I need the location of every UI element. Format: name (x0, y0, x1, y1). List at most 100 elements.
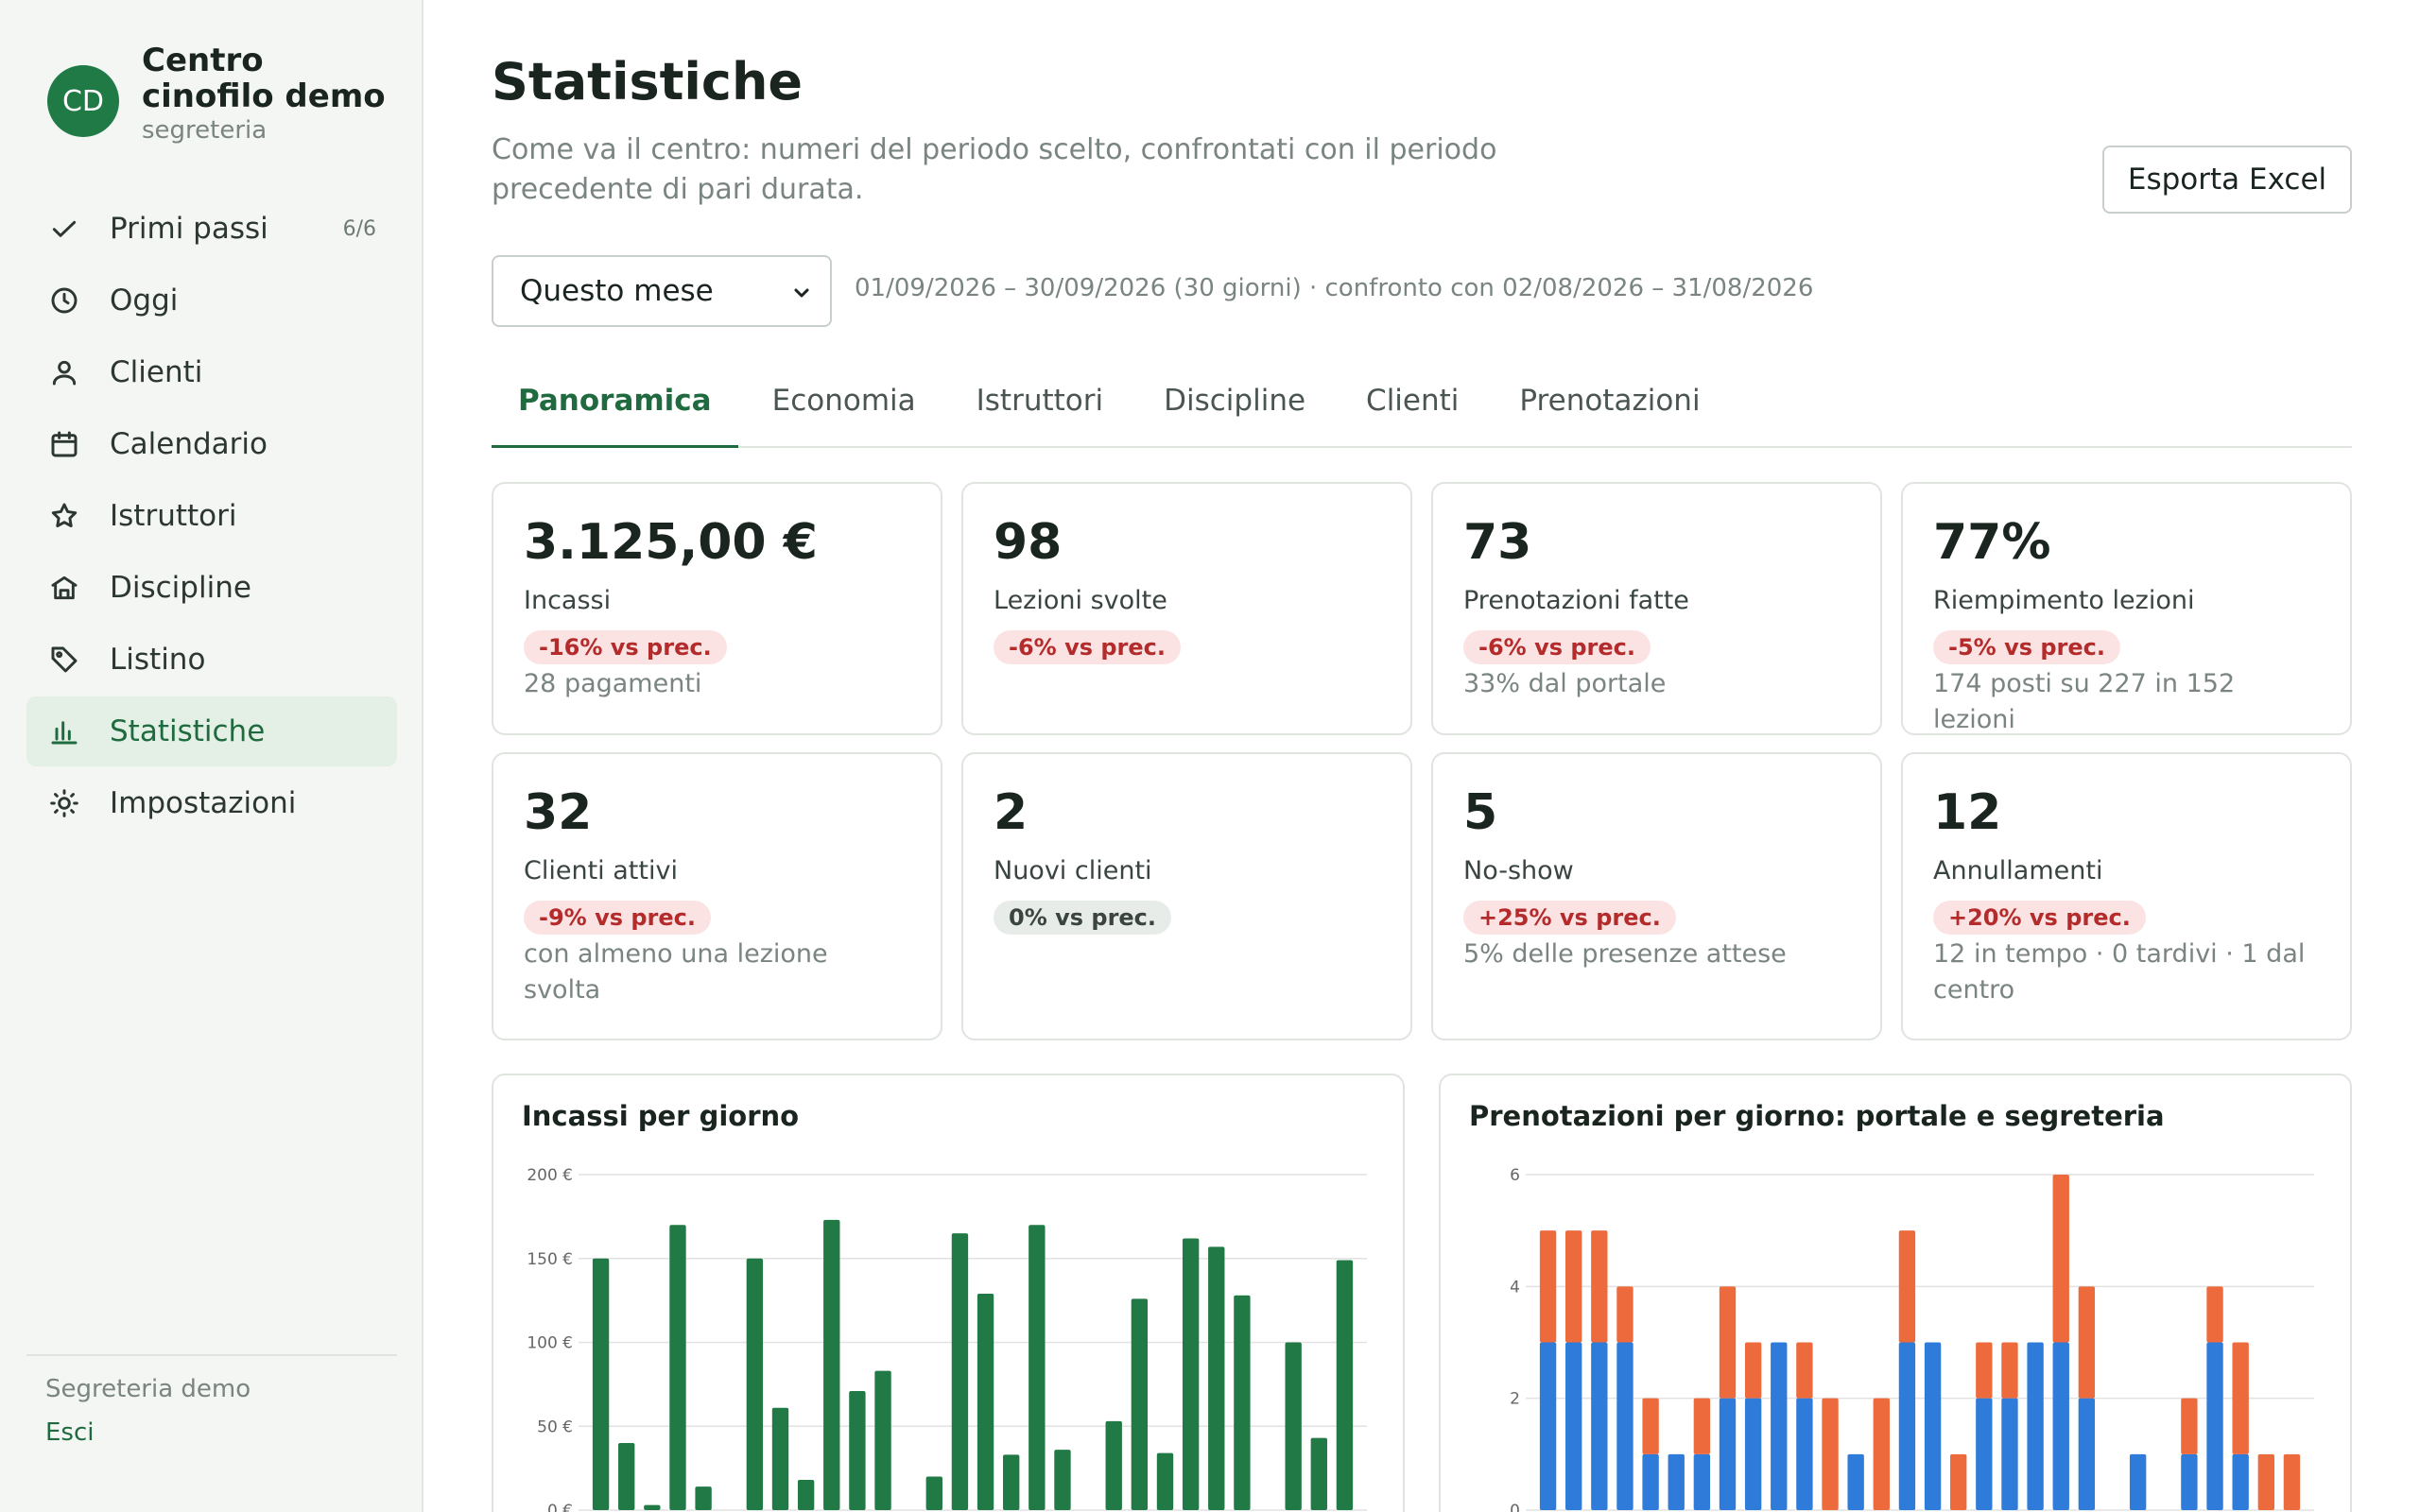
bar-segment (2001, 1342, 2018, 1399)
bar-segment (1591, 1342, 1608, 1510)
kpi-value: 77% (1933, 514, 2051, 571)
kpi-label: Riempimento lezioni (1933, 586, 2195, 615)
sidebar-item-label: Discipline (110, 571, 251, 605)
sidebar-item-listino[interactable]: Listino (26, 625, 397, 695)
sidebar-item-primi-passi[interactable]: Primi passi 6/6 (26, 194, 397, 264)
bar (1234, 1295, 1251, 1510)
avatar: CD (47, 65, 119, 137)
sidebar-item-label: Impostazioni (110, 786, 297, 820)
y-tick-label: 0 (1510, 1502, 1520, 1512)
tab-discipline[interactable]: Discipline (1164, 384, 1306, 418)
kpi-delta-badge: -5% vs prec. (1933, 630, 2120, 664)
bar-segment (2283, 1453, 2301, 1510)
kpi-card-prenotazioni: 73 Prenotazioni fatte -6% vs prec. 33% d… (1431, 482, 1882, 735)
kpi-value: 5 (1463, 784, 1498, 841)
bar (1131, 1298, 1149, 1510)
kpi-value: 98 (994, 514, 1063, 571)
tab-panoramica[interactable]: Panoramica (492, 370, 738, 448)
page-subtitle: Come va il centro: numeri del periodo sc… (492, 133, 1497, 206)
bar-segment (2257, 1453, 2274, 1510)
kpi-value: 12 (1933, 784, 2002, 841)
bar-segment (2232, 1453, 2249, 1510)
period-range: 01/09/2026 – 30/09/2026 (30 giorni) · co… (855, 274, 1814, 302)
sidebar-item-label: Oggi (110, 284, 179, 318)
bar-segment (1591, 1230, 1608, 1343)
kpi-card-nuovi-clienti: 2 Nuovi clienti 0% vs prec. (961, 752, 1412, 1040)
bar-segment (1616, 1342, 1634, 1510)
bar (618, 1443, 635, 1510)
bar (1208, 1246, 1225, 1510)
bar-segment (1796, 1342, 1813, 1399)
bar (695, 1486, 712, 1510)
sidebar-item-count: 6/6 (342, 216, 376, 241)
tag-icon (47, 643, 81, 677)
check-icon (47, 212, 81, 246)
bar-segment (2181, 1398, 2198, 1454)
bar-segment (2206, 1342, 2223, 1510)
bar (771, 1407, 789, 1510)
bar (797, 1480, 815, 1510)
sidebar-item-discipline[interactable]: Discipline (26, 553, 397, 623)
bar-segment (1642, 1453, 1659, 1510)
kpi-delta-badge: -16% vs prec. (524, 630, 727, 664)
kpi-value: 2 (994, 784, 1028, 841)
kpi-delta-badge: +20% vs prec. (1933, 901, 2146, 935)
bar-chart-icon (47, 714, 81, 748)
chart-title: Incassi per giorno (522, 1100, 800, 1132)
period-select-value: Questo mese (520, 274, 714, 308)
bar (1285, 1342, 1302, 1510)
bar (746, 1258, 764, 1510)
bar-segment (1539, 1342, 1557, 1510)
sidebar-item-label: Statistiche (110, 714, 266, 748)
chart-card-incassi: Incassi per giorno 0 € 50 € 100 € 150 € 200 … (492, 1074, 1405, 1512)
bar-segment (1976, 1398, 1993, 1510)
bar (925, 1476, 942, 1510)
sidebar-item-label: Calendario (110, 427, 268, 461)
sidebar-item-istruttori[interactable]: Istruttori (26, 481, 397, 551)
tab-clienti[interactable]: Clienti (1366, 384, 1460, 418)
org-name: Centro cinofilo demo (142, 42, 386, 115)
tab-prenotazioni[interactable]: Prenotazioni (1519, 384, 1701, 418)
kpi-card-incassi: 3.125,00 € Incassi -16% vs prec. 28 paga… (492, 482, 942, 735)
y-tick-label: 2 (1510, 1390, 1520, 1409)
kpi-value: 3.125,00 € (524, 514, 818, 571)
sidebar-item-impostazioni[interactable]: Impostazioni (26, 768, 397, 838)
kpi-label: Nuovi clienti (994, 856, 1152, 885)
bar-segment (1847, 1453, 1864, 1510)
logout-link[interactable]: Esci (45, 1418, 95, 1447)
bar (669, 1225, 686, 1510)
kpi-card-riempimento: 77% Riempimento lezioni -5% vs prec. 174… (1901, 482, 2352, 735)
chart-title: Prenotazioni per giorno: portale e segre… (1469, 1100, 2165, 1132)
kpi-card-lezioni: 98 Lezioni svolte -6% vs prec. (961, 482, 1412, 735)
bar-segment (1873, 1398, 1890, 1510)
tab-economia[interactable]: Economia (771, 384, 916, 418)
export-excel-button[interactable]: Esporta Excel (2102, 146, 2352, 214)
kpi-label: Lezioni svolte (994, 586, 1167, 615)
period-select[interactable]: Questo mese (492, 255, 832, 327)
bar (1336, 1260, 1354, 1510)
kpi-note: 33% dal portale (1463, 669, 1667, 698)
bar-segment (2232, 1342, 2249, 1454)
tabs: Panoramica Economia Istruttori Disciplin… (492, 370, 2352, 448)
bar-segment (1771, 1342, 1788, 1510)
sidebar-item-calendario[interactable]: Calendario (26, 409, 397, 479)
kpi-delta-badge: 0% vs prec. (994, 901, 1172, 935)
kpi-label: Clienti attivi (524, 856, 678, 885)
org-role: segreteria (142, 116, 268, 145)
sidebar-item-clienti[interactable]: Clienti (26, 337, 397, 407)
bar-segment (2001, 1398, 2018, 1510)
current-user: Segreteria demo (45, 1375, 251, 1403)
y-tick-label: 150 € (527, 1250, 573, 1269)
bar-segment (2129, 1453, 2147, 1510)
tab-istruttori[interactable]: Istruttori (976, 384, 1104, 418)
bar-segment (1668, 1453, 1685, 1510)
bar-segment (1744, 1398, 1762, 1510)
sidebar-item-oggi[interactable]: Oggi (26, 266, 397, 335)
bar (1054, 1450, 1071, 1510)
kpi-note: 5% delle presenze attese (1463, 939, 1787, 969)
building-icon (47, 571, 81, 605)
incassi-bar-chart: 0 € 50 € 100 € 150 € 200 € (527, 1166, 1367, 1512)
kpi-note: 28 pagamenti (524, 669, 702, 698)
sidebar-item-statistiche[interactable]: Statistiche (26, 696, 397, 766)
kpi-delta-badge: -6% vs prec. (994, 630, 1181, 664)
